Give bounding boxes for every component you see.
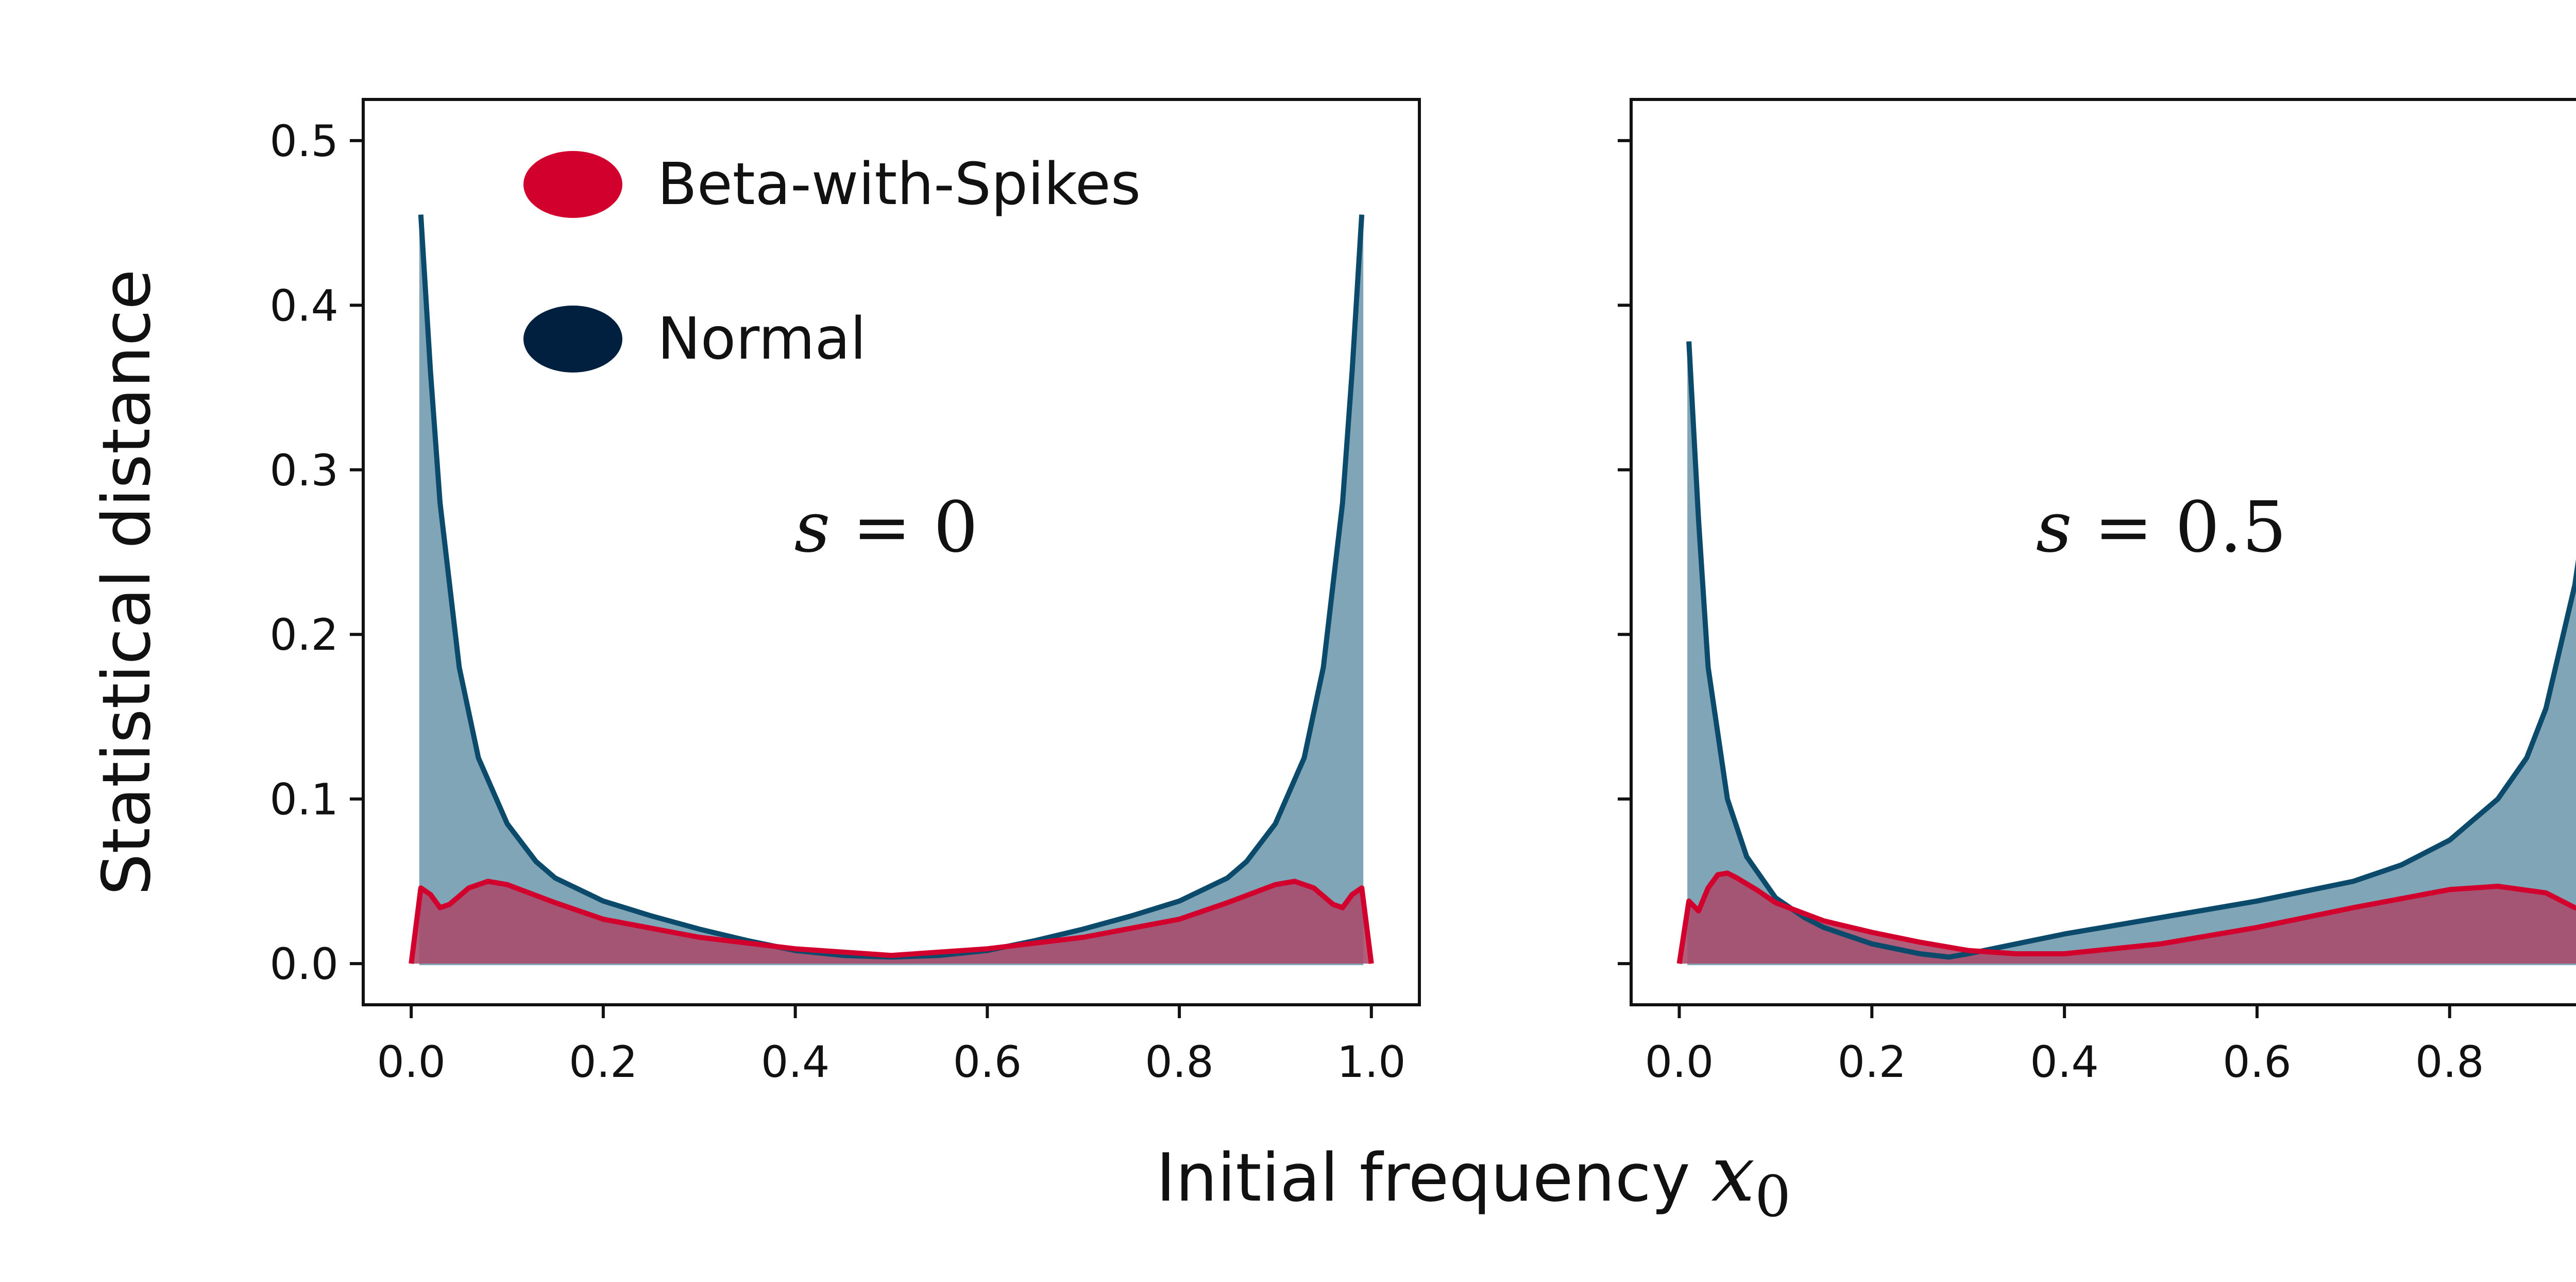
legend: Beta-with-Spikes Normal <box>523 151 1141 373</box>
x-tick-label: 0.6 <box>2223 1037 2292 1087</box>
y-axis-title: Statistical distance <box>89 269 165 896</box>
left-panel: 0.0 0.2 0.4 0.6 0.8 1.0 0.0 0.1 0.2 0.3 0.4 0.5 <box>269 98 1421 1087</box>
beta-area <box>411 881 1371 964</box>
legend-marker-normal <box>523 306 622 373</box>
y-tick-label: 0.1 <box>269 774 338 825</box>
x-tick-label: 0.2 <box>1837 1037 1906 1087</box>
y-tick-label: 0.4 <box>269 280 338 331</box>
right-panel: 0.00.20.40.60.81.0 <box>1618 98 2576 1087</box>
annotation-right: s = 0.5 <box>2036 487 2287 568</box>
y-tick-label: 0.5 <box>269 116 338 166</box>
x-tick-label: 0.4 <box>761 1037 830 1087</box>
y-tick-label: 0.0 <box>269 939 338 989</box>
beta-line <box>1676 870 2576 964</box>
legend-marker-beta <box>523 151 622 218</box>
legend-label-beta: Beta-with-Spikes <box>657 151 1141 218</box>
x-axis-title: Initial frequency x0 <box>1156 1129 1791 1229</box>
x-tick-label: 0.2 <box>569 1037 638 1087</box>
x-tick-label: 0.4 <box>2030 1037 2099 1087</box>
x-tick-label: 0.6 <box>953 1037 1022 1087</box>
x-tick-label: 0.0 <box>377 1037 446 1087</box>
x-tick-label: 0.0 <box>1645 1037 1714 1087</box>
plot-frame <box>362 98 1421 1006</box>
beta-line <box>409 879 1374 964</box>
y-tick-label: 0.3 <box>269 445 338 496</box>
plot-frame <box>1630 98 2576 1006</box>
annotation-left: s = 0 <box>794 487 978 568</box>
x-tick-label: 0.8 <box>1145 1037 1214 1087</box>
x-tick-label: 0.8 <box>2415 1037 2484 1087</box>
y-tick-label: 0.2 <box>269 610 338 660</box>
normal-line <box>1686 341 2576 960</box>
legend-label-normal: Normal <box>657 306 866 373</box>
x-tick-label: 1.0 <box>1337 1037 1406 1087</box>
